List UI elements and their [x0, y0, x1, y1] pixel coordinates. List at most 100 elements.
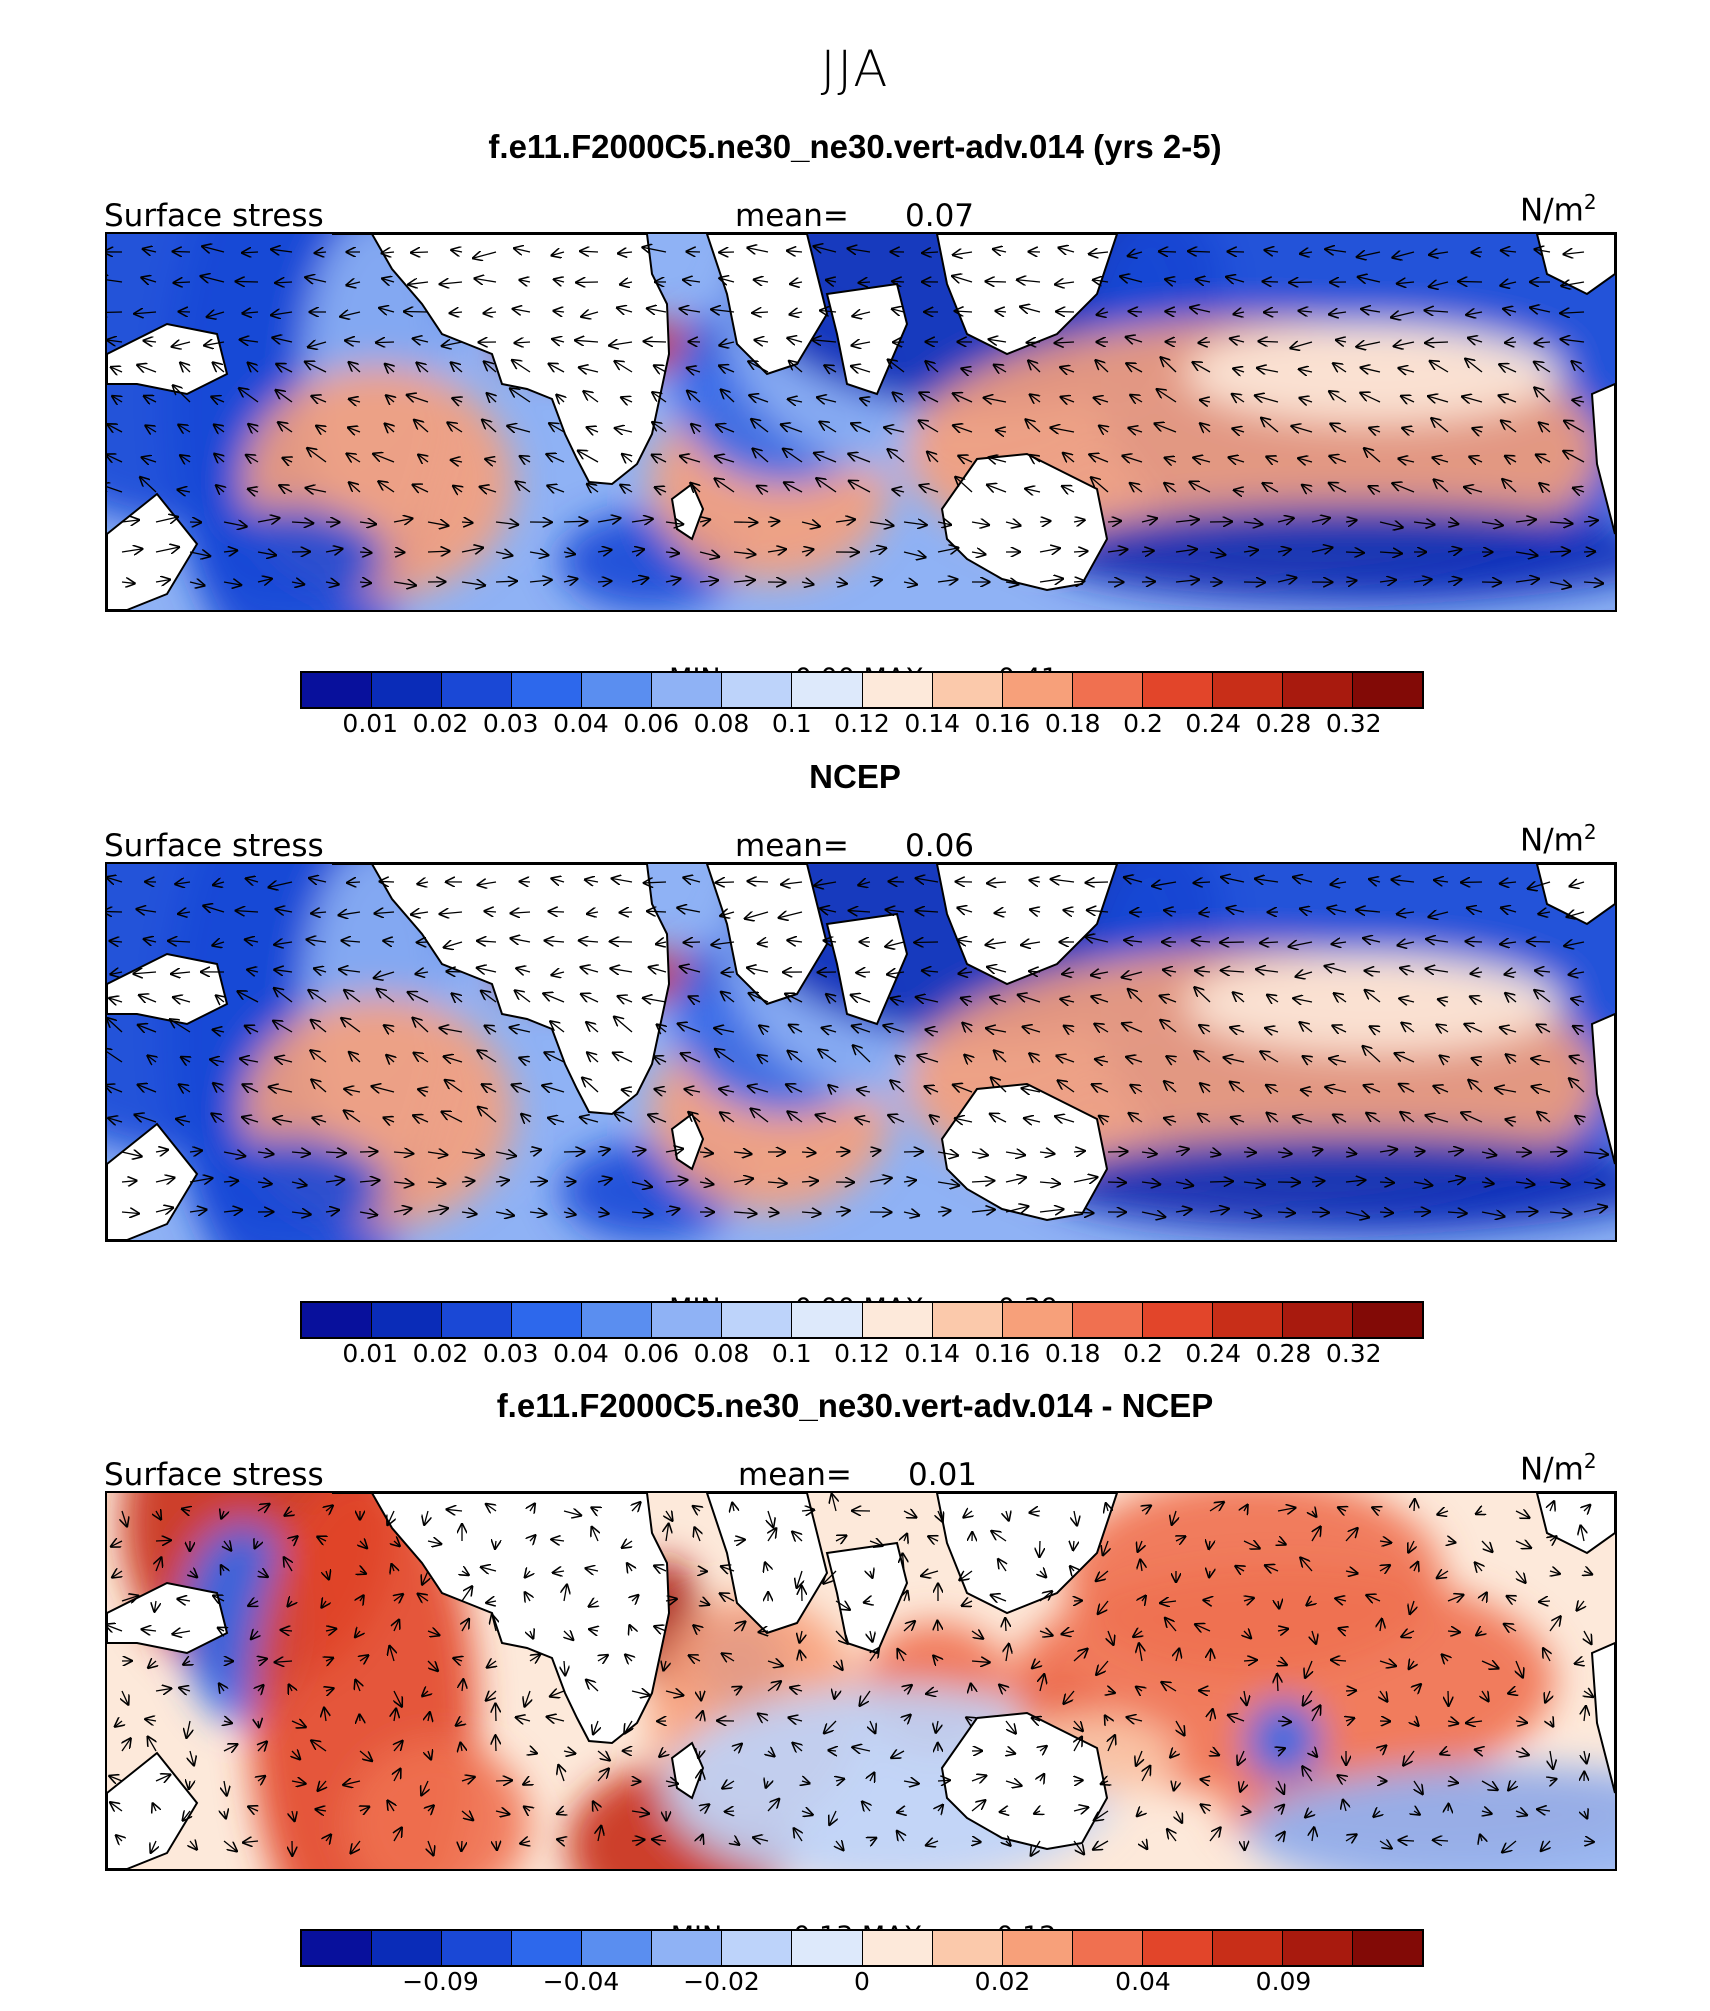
panel-2-map: [105, 862, 1617, 1242]
wind-vector-arrow: [313, 1118, 327, 1122]
wind-vector-arrow: [516, 482, 531, 493]
wind-vector-arrow: [349, 483, 361, 493]
wind-vector-arrow: [134, 312, 157, 314]
panel-2-units: N/m2: [1520, 820, 1597, 859]
wind-vector-arrow: [563, 1151, 584, 1152]
wind-vector-arrow: [275, 282, 293, 283]
wind-vector-arrow: [1263, 281, 1279, 282]
wind-vector-arrow: [121, 520, 139, 522]
wind-vector-arrow: [563, 552, 575, 554]
wind-vector-arrow: [212, 397, 225, 402]
wind-vector-arrow: [306, 488, 327, 492]
wind-vector-arrow: [1061, 397, 1075, 402]
wind-vector-arrow: [580, 251, 599, 252]
wind-vector-arrow: [654, 366, 667, 372]
wind-vector-arrow: [248, 363, 259, 372]
wind-vector-arrow: [1234, 312, 1245, 314]
wind-vector-arrow: [176, 1119, 191, 1122]
wind-vector-arrow: [416, 972, 429, 974]
wind-vector-arrow: [427, 551, 449, 552]
wind-vector-arrow: [1394, 342, 1415, 346]
wind-vector-arrow: [135, 1115, 157, 1123]
wind-vector-arrow: [248, 424, 258, 432]
wind-vector-arrow: [719, 1089, 735, 1092]
colorbar-box: [1352, 1931, 1422, 1965]
wind-vector-arrow: [1289, 282, 1313, 283]
wind-vector-arrow: [1564, 451, 1585, 463]
wind-vector-arrow: [712, 942, 735, 945]
wind-vector-arrow: [1232, 394, 1245, 402]
wind-vector-arrow: [1465, 1024, 1483, 1032]
wind-vector-arrow: [1535, 342, 1551, 343]
wind-vector-arrow: [748, 1086, 769, 1092]
colorbar-box: [1002, 1303, 1073, 1337]
colorbar-box: [862, 1931, 933, 1965]
wind-vector-arrow: [1299, 369, 1313, 372]
wind-vector-arrow: [955, 311, 973, 312]
colorbar-box: [1072, 1303, 1143, 1337]
wind-vector-arrow: [1175, 549, 1197, 552]
wind-vector-arrow: [173, 386, 191, 403]
wind-vector-arrow: [1499, 364, 1517, 372]
colorbar-box: [372, 673, 443, 707]
wind-vector-arrow: [1161, 358, 1177, 373]
wind-vector-arrow: [1164, 1081, 1177, 1093]
wind-vector-arrow: [213, 882, 225, 885]
wind-vector-arrow: [1370, 1027, 1380, 1032]
wind-vector-arrow: [579, 367, 599, 372]
wind-vector-arrow: [1363, 1046, 1381, 1063]
colorbar-tick-label: 0.32: [1325, 1339, 1382, 1368]
wind-vector-arrow: [1505, 993, 1517, 1002]
wind-vector-arrow: [552, 339, 565, 342]
wind-vector-arrow: [1167, 1056, 1176, 1062]
wind-vector-arrow: [1064, 1026, 1074, 1032]
wind-vector-arrow: [1126, 1057, 1143, 1062]
wind-vector-arrow: [715, 479, 735, 493]
wind-vector-arrow: [758, 942, 769, 944]
wind-vector-arrow: [789, 1025, 803, 1032]
wind-vector-arrow: [143, 249, 157, 252]
wind-vector-arrow: [937, 548, 958, 552]
colorbar-tick-label: 0.03: [482, 1339, 539, 1368]
wind-vector-arrow: [1057, 1056, 1075, 1062]
wind-vector-arrow: [155, 1540, 171, 1541]
wind-vector-arrow: [384, 941, 395, 942]
wind-vector-arrow: [903, 552, 925, 557]
field-contour: [1245, 1699, 1321, 1783]
wind-vector-arrow: [820, 422, 837, 433]
wind-vector-arrow: [1166, 311, 1177, 312]
wind-vector-arrow: [1567, 912, 1585, 917]
wind-vector-arrow: [683, 280, 701, 282]
wind-vector-arrow: [656, 942, 666, 944]
wind-vector-arrow: [1402, 428, 1415, 432]
wind-vector-arrow: [478, 1051, 497, 1063]
wind-vector-arrow: [411, 252, 429, 253]
wind-vector-arrow: [155, 580, 170, 582]
wind-vector-arrow: [984, 398, 1007, 402]
wind-vector-arrow: [1260, 942, 1279, 943]
wind-vector-arrow: [848, 249, 871, 252]
wind-vector-arrow: [477, 941, 497, 942]
wind-vector-arrow: [1470, 997, 1483, 1002]
wind-vector-arrow: [937, 1780, 950, 1781]
wind-vector-arrow: [107, 312, 123, 313]
wind-vector-arrow: [1204, 1600, 1210, 1601]
wind-vector-arrow: [245, 1026, 259, 1032]
wind-vector-arrow: [752, 312, 769, 313]
colorbar-tick-label: 0.04: [1115, 1967, 1171, 1996]
wind-vector-arrow: [1020, 307, 1041, 312]
wind-vector-arrow: [699, 552, 719, 557]
wind-vector-arrow: [1159, 251, 1177, 252]
wind-vector-arrow: [514, 248, 531, 252]
wind-vector-arrow: [1123, 456, 1143, 462]
wind-vector-arrow: [214, 454, 224, 462]
wind-vector-arrow: [888, 449, 905, 463]
panel-1-colorbar-ticks: 0.01 0.02 0.03 0.04 0.06 0.08 0.1 0.12 0.14 0.16 0…: [300, 709, 1424, 743]
wind-vector-arrow: [520, 280, 531, 282]
wind-vector-arrow: [450, 312, 463, 313]
wind-vector-arrow: [1549, 522, 1572, 524]
wind-vector-arrow: [1467, 908, 1483, 912]
colorbar-box: [512, 673, 583, 707]
wind-vector-arrow: [139, 995, 157, 1002]
wind-vector-arrow: [1458, 281, 1483, 282]
